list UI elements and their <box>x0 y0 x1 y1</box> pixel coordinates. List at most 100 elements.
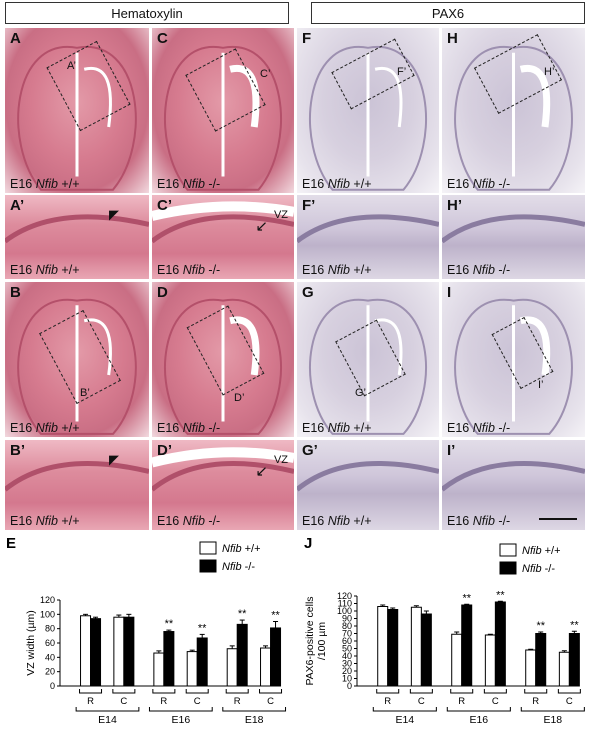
micrograph-panel-d: D E16 Nfib -/- D’ <box>152 282 294 437</box>
panel-letter: C <box>157 30 168 47</box>
legend-swatch <box>499 561 517 575</box>
panel-caption: E16 Nfib -/- <box>157 421 221 435</box>
category-bracket <box>450 689 474 694</box>
bar <box>420 613 432 687</box>
category-bracket <box>524 689 548 694</box>
y-tick-label: 30 <box>342 659 352 669</box>
group-bracket <box>75 707 140 712</box>
category-label: C <box>492 696 499 707</box>
group-bracket <box>520 707 585 712</box>
category-label: R <box>532 696 539 707</box>
bar <box>525 649 537 687</box>
panel-letter: A’ <box>10 197 25 214</box>
legend-label: Nfib -/- <box>522 563 555 575</box>
y-tick-label: 60 <box>45 638 55 648</box>
tissue-layer-outline <box>152 201 294 244</box>
category-bracket <box>152 689 176 694</box>
panel-caption: E16 Nfib +/+ <box>302 263 372 277</box>
panel-letter: B’ <box>10 442 25 459</box>
significance-label: ** <box>165 618 174 630</box>
bar <box>494 601 506 687</box>
category-label: R <box>160 696 167 707</box>
category-bracket <box>79 689 103 694</box>
inset-label: G’ <box>355 387 366 399</box>
micrograph-panel-c: C E16 Nfib -/- C’ <box>152 28 294 193</box>
bar <box>270 627 282 687</box>
inset-label: D’ <box>234 392 245 404</box>
tissue-layer-outline <box>297 461 439 492</box>
category-bracket <box>225 689 249 694</box>
group-bracket <box>222 707 287 712</box>
panel-letter: J <box>304 535 312 552</box>
panel-letter: E <box>6 535 16 552</box>
tissue-layer-outline <box>5 214 149 244</box>
y-tick-label: 40 <box>342 651 352 661</box>
tissue-layer-outline <box>442 461 585 492</box>
panel-letter: G <box>302 284 314 301</box>
y-tick-label: 20 <box>342 666 352 676</box>
group-label: E16 <box>171 714 190 726</box>
category-label: R <box>384 696 391 707</box>
vz-label: VZ <box>273 209 288 221</box>
panel-letter: C’ <box>157 197 172 214</box>
y-tick-label: 100 <box>337 606 352 616</box>
group-label: E18 <box>245 714 264 726</box>
micrograph-panel-c2: C’ E16 Nfib -/- VZ ↙ <box>152 195 294 279</box>
header-pax6: PAX6 <box>311 2 585 24</box>
header-hematoxylin: Hematoxylin <box>5 2 289 24</box>
brain-section-outline <box>17 298 137 435</box>
brain-section-outline <box>454 298 573 435</box>
micrograph-panel-g2: G’ E16 Nfib +/+ <box>297 440 439 530</box>
y-tick-label: 0 <box>347 681 352 691</box>
category-bracket <box>483 689 507 694</box>
category-label: C <box>267 696 274 707</box>
category-bracket <box>409 689 433 694</box>
significance-label: ** <box>496 589 505 601</box>
panel-caption: E16 Nfib -/- <box>157 177 221 191</box>
bar <box>80 615 92 687</box>
bar <box>163 631 175 687</box>
arrowhead-icon: ◤ <box>109 207 119 222</box>
category-label: R <box>87 696 94 707</box>
panel-letter: H <box>447 30 458 47</box>
scale-bar <box>539 518 577 520</box>
panel-caption: E16 Nfib +/+ <box>10 514 80 528</box>
y-tick-label: 100 <box>40 609 55 619</box>
micrograph-panel-a: A E16 Nfib +/+ A’ <box>5 28 149 193</box>
category-label: C <box>418 696 425 707</box>
group-bracket <box>148 707 213 712</box>
panel-letter: D <box>157 284 168 301</box>
y-tick-label: 120 <box>337 591 352 601</box>
category-label: C <box>120 696 127 707</box>
y-tick-label: 60 <box>342 636 352 646</box>
y-tick-label: 10 <box>342 674 352 684</box>
bar <box>484 634 496 687</box>
y-tick-label: 40 <box>45 652 55 662</box>
y-tick-label: 80 <box>342 621 352 631</box>
inset-label: C’ <box>260 68 271 80</box>
brain-section-outline <box>309 45 427 191</box>
panel-letter: F’ <box>302 197 316 214</box>
vz-label: VZ <box>273 454 288 466</box>
tissue-layer-outline <box>5 461 149 492</box>
micrograph-panel-b: B E16 Nfib +/+ B’ <box>5 282 149 437</box>
y-axis-label: /100 µm <box>316 622 328 660</box>
category-label: R <box>458 696 465 707</box>
legend-swatch <box>199 541 217 555</box>
bar <box>461 604 473 687</box>
bar <box>558 651 570 687</box>
y-tick-label: 110 <box>338 599 352 609</box>
group-label: E18 <box>543 714 562 726</box>
micrograph-panel-a2: A’ E16 Nfib +/+ ◤ <box>5 195 149 279</box>
significance-label: ** <box>570 619 579 631</box>
legend-swatch <box>199 559 217 573</box>
bar <box>260 647 272 687</box>
y-tick-label: 90 <box>342 614 352 624</box>
tissue-layer-outline <box>297 214 439 244</box>
category-label: C <box>566 696 573 707</box>
bar <box>153 652 165 687</box>
group-label: E14 <box>395 714 414 726</box>
y-axis-label: PAX6-positive cells <box>304 596 316 685</box>
micrograph-panel-b2: B’ E16 Nfib +/+ ◤ <box>5 440 149 530</box>
group-label: E16 <box>469 714 488 726</box>
